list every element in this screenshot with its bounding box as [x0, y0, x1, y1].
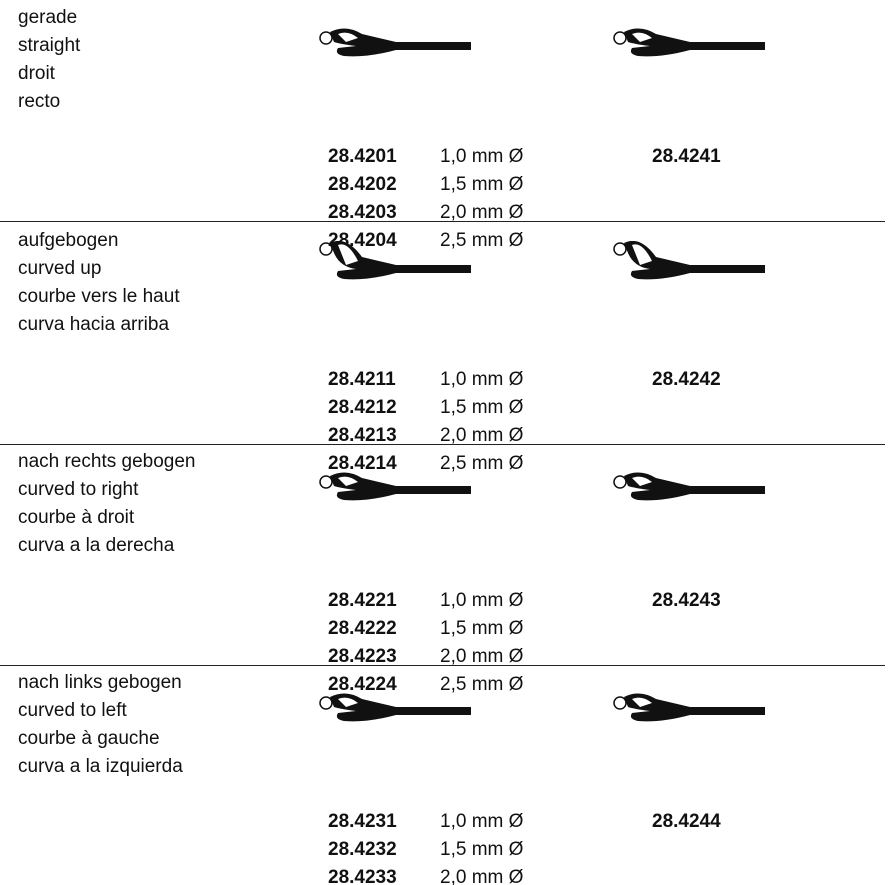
product-size: 2,0 mm Ø	[440, 202, 524, 223]
instrument-drawing	[319, 28, 471, 57]
product-code: 28.4233	[328, 867, 397, 885]
alt-product-code: 28.4243	[652, 590, 721, 611]
product-size: 1,0 mm Ø	[440, 590, 524, 611]
row-separator	[0, 221, 885, 222]
row-separator	[0, 665, 885, 666]
product-code: 28.4212	[328, 397, 397, 418]
product-size: 2,0 mm Ø	[440, 425, 524, 446]
instrument-drawing	[319, 241, 471, 280]
instrument-drawing	[613, 693, 765, 722]
product-code: 28.4202	[328, 174, 397, 195]
row-label: nach rechts gebogen	[18, 451, 196, 472]
product-code: 28.4201	[328, 146, 397, 167]
instrument-drawing	[319, 472, 471, 501]
product-size: 1,0 mm Ø	[440, 369, 524, 390]
product-size: 2,5 mm Ø	[440, 453, 524, 474]
row-label: curved up	[18, 258, 102, 279]
product-size: 2,0 mm Ø	[440, 646, 524, 667]
row-label: curved to left	[18, 700, 127, 721]
alt-product-code: 28.4241	[652, 146, 721, 167]
product-code: 28.4222	[328, 618, 397, 639]
row-label: curva a la izquierda	[18, 756, 183, 777]
row-label: curva a la derecha	[18, 535, 175, 556]
row-label: recto	[18, 91, 61, 112]
row-label: gerade	[18, 7, 78, 28]
product-code: 28.4231	[328, 811, 397, 832]
product-size: 1,0 mm Ø	[440, 811, 524, 832]
instrument-drawing	[319, 693, 471, 722]
product-code: 28.4224	[328, 674, 397, 695]
product-size: 1,0 mm Ø	[440, 146, 524, 167]
row-label: curved to right	[18, 479, 139, 500]
row-label: aufgebogen	[18, 230, 119, 251]
product-code: 28.4214	[328, 453, 397, 474]
instrument-drawing	[613, 28, 765, 57]
row-label: courbe à droit	[18, 507, 135, 528]
instrument-drawing	[613, 472, 765, 501]
row-separator	[0, 444, 885, 445]
product-size: 2,5 mm Ø	[440, 230, 524, 251]
product-size: 1,5 mm Ø	[440, 174, 524, 195]
row-label: straight	[18, 35, 81, 56]
product-size: 1,5 mm Ø	[440, 397, 524, 418]
product-size: 1,5 mm Ø	[440, 839, 524, 860]
product-code: 28.4213	[328, 425, 397, 446]
row-label: nach links gebogen	[18, 672, 182, 693]
row-label: courbe vers le haut	[18, 286, 180, 307]
row-label: droit	[18, 63, 55, 84]
alt-product-code: 28.4244	[652, 811, 721, 832]
product-code: 28.4211	[328, 369, 396, 390]
product-code: 28.4203	[328, 202, 397, 223]
product-size: 1,5 mm Ø	[440, 618, 524, 639]
instrument-drawing	[613, 241, 765, 280]
product-size: 2,0 mm Ø	[440, 867, 524, 885]
alt-product-code: 28.4242	[652, 369, 721, 390]
product-code: 28.4223	[328, 646, 397, 667]
row-label: curva hacia arriba	[18, 314, 170, 335]
product-code: 28.4221	[328, 590, 397, 611]
row-label: courbe à gauche	[18, 728, 160, 749]
product-code: 28.4232	[328, 839, 397, 860]
product-size: 2,5 mm Ø	[440, 674, 524, 695]
